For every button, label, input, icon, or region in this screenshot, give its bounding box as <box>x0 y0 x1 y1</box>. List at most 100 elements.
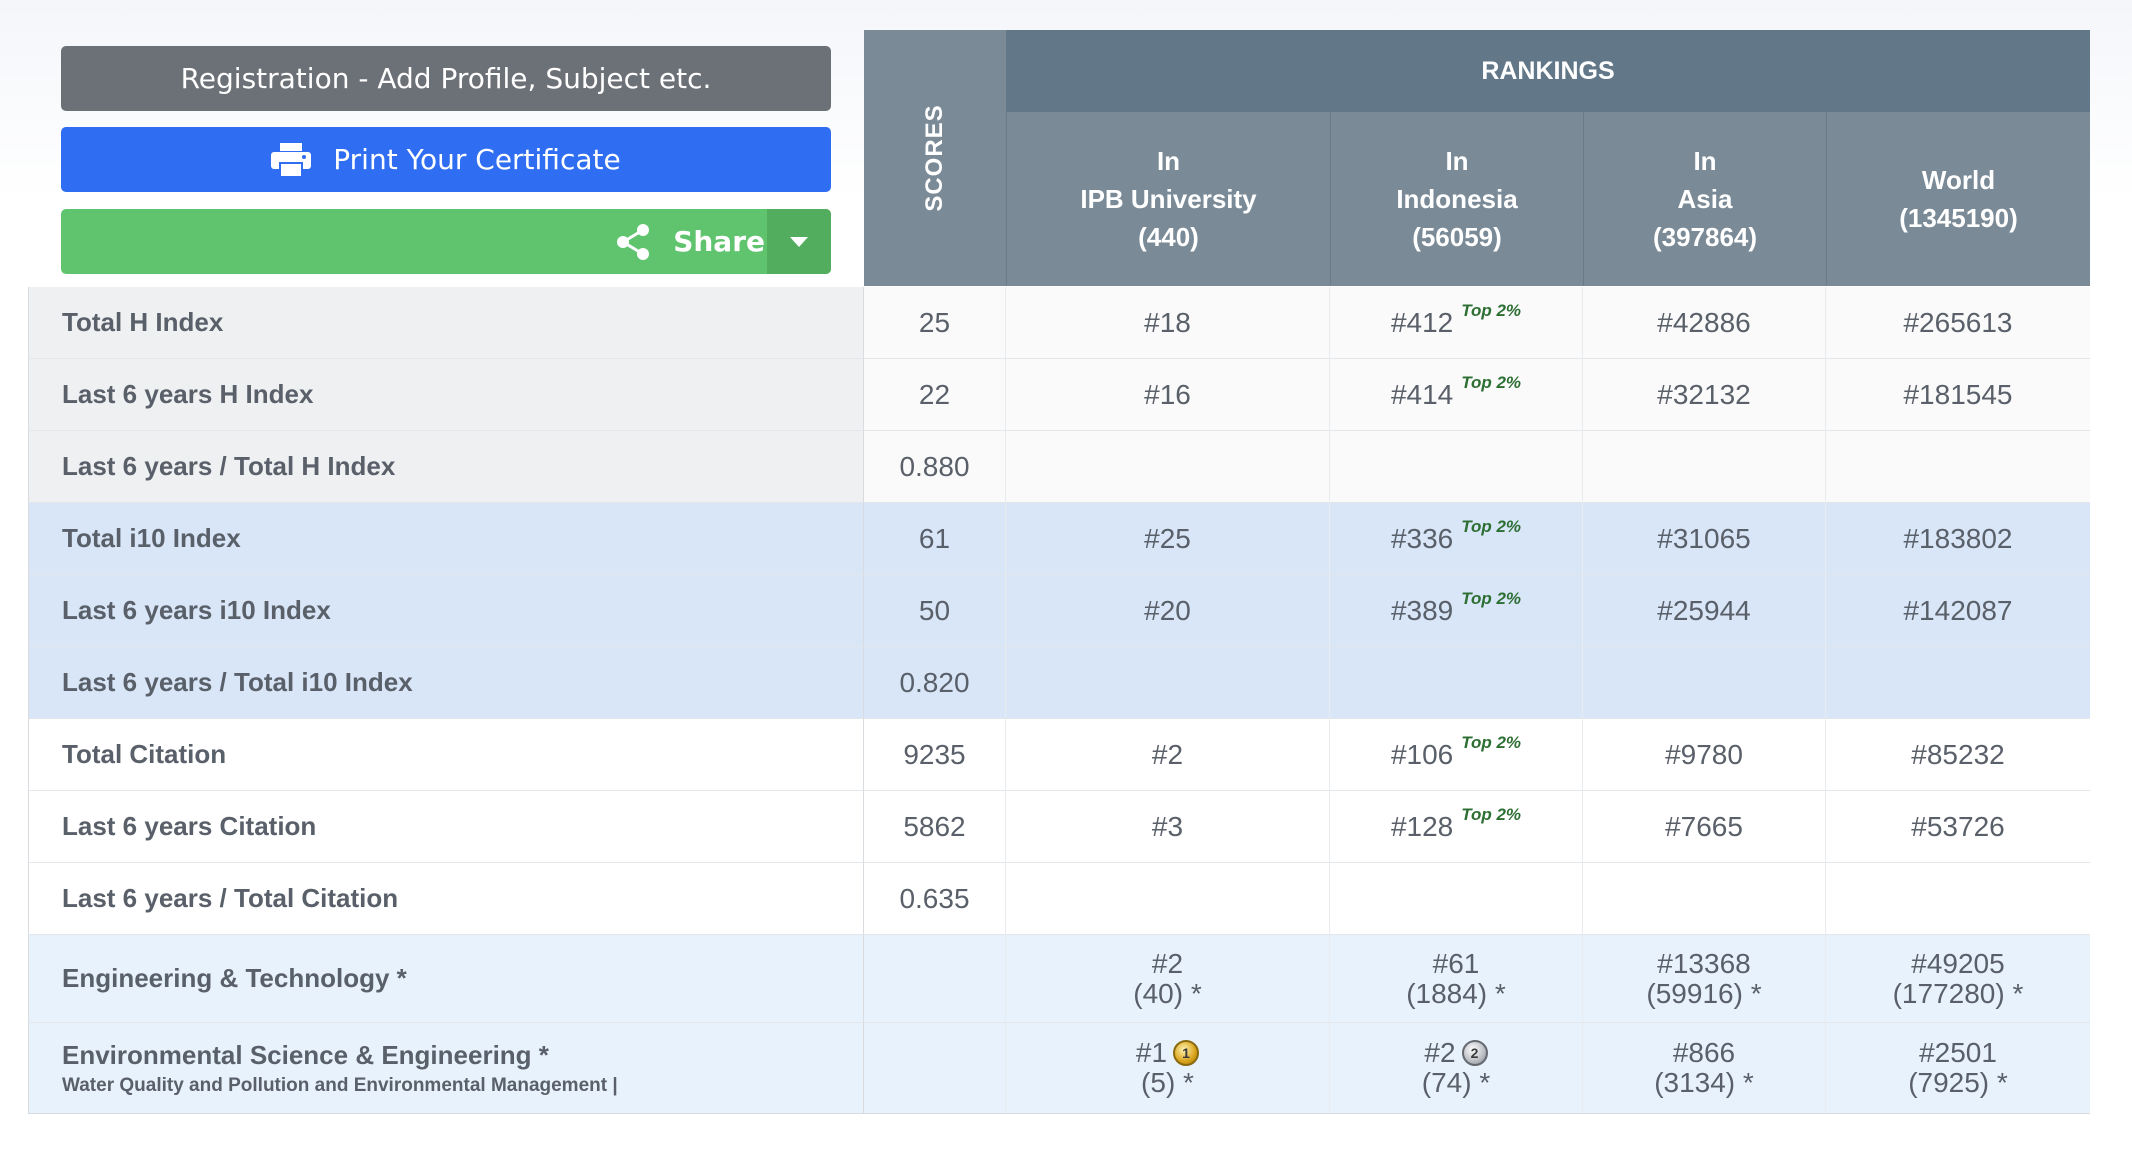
row-score: 25 <box>864 287 1006 359</box>
rank-indonesia: #336 Top 2% <box>1330 503 1583 575</box>
rank-indonesia <box>1330 647 1583 719</box>
rank-world <box>1826 647 2090 719</box>
row-score: 0.820 <box>864 647 1006 719</box>
rank-world: #85232 <box>1826 719 2090 791</box>
table-row: Last 6 years Citation 5862 #3 #128 Top 2%… <box>28 791 2090 863</box>
silver-medal-icon: 2 <box>1461 1039 1488 1066</box>
subject-rank-world: #2501 (7925) * <box>1826 1023 2090 1114</box>
header-indonesia: In Indonesia (56059) <box>1330 112 1583 286</box>
rank-world: #142087 <box>1826 575 2090 647</box>
registration-button[interactable]: Registration - Add Profile, Subject etc. <box>61 46 831 111</box>
table-row: Total Citation 9235 #2 #106 Top 2% #9780 … <box>28 719 2090 791</box>
rank-ipb <box>1006 647 1330 719</box>
top-badge: Top 2% <box>1461 516 1522 536</box>
rank-world: #183802 <box>1826 503 2090 575</box>
print-certificate-label: Print Your Certificate <box>333 143 621 176</box>
top-badge: Top 2% <box>1461 732 1522 752</box>
subject-rank-asia: #13368 (59916) * <box>1583 935 1826 1023</box>
rank-indonesia: #389 Top 2% <box>1330 575 1583 647</box>
rank-indonesia: #414 Top 2% <box>1330 359 1583 431</box>
registration-button-label: Registration - Add Profile, Subject etc. <box>180 62 712 95</box>
print-certificate-button[interactable]: Print Your Certificate <box>61 127 831 192</box>
share-dropdown-toggle[interactable] <box>767 209 831 274</box>
subject-row: Engineering & Technology * #2 (40) * #61(… <box>28 935 2090 1023</box>
rankings-header: RANKINGS <box>1006 30 2090 112</box>
row-score: 0.635 <box>864 863 1006 935</box>
row-label: Last 6 years / Total i10 Index <box>28 647 864 719</box>
rank-asia <box>1583 647 1826 719</box>
printer-icon <box>271 142 312 177</box>
table-bottom-border <box>28 1113 2090 1114</box>
rank-indonesia: #412 Top 2% <box>1330 287 1583 359</box>
top-badge: Top 2% <box>1461 588 1522 608</box>
rank-indonesia: #128 Top 2% <box>1330 791 1583 863</box>
table-row: Last 6 years / Total i10 Index 0.820 <box>28 647 2090 719</box>
rank-asia: #25944 <box>1583 575 1826 647</box>
subject-row: Environmental Science & Engineering * Wa… <box>28 1023 2090 1114</box>
rank-world: #53726 <box>1826 791 2090 863</box>
row-label: Total i10 Index <box>28 503 864 575</box>
rank-asia <box>1583 431 1826 503</box>
table-row: Last 6 years i10 Index 50 #20 #389 Top 2%… <box>28 575 2090 647</box>
subject-label[interactable]: Engineering & Technology * <box>28 935 864 1023</box>
table-row: Total H Index 25 #18 #412 Top 2% #42886 #… <box>28 287 2090 359</box>
subject-rank-indonesia: #61 (1884) * <box>1330 935 1583 1023</box>
rank-ipb: #16 <box>1006 359 1330 431</box>
row-label: Last 6 years / Total H Index <box>28 431 864 503</box>
subject-rank-ipb: #2 (40) * <box>1006 935 1330 1023</box>
header-world: World (1345190) <box>1826 112 2090 286</box>
rank-asia: #7665 <box>1583 791 1826 863</box>
rank-world <box>1826 863 2090 935</box>
subject-rank-world: #49205 (177280) * <box>1826 935 2090 1023</box>
subject-label-group: Environmental Science & Engineering * Wa… <box>28 1023 864 1114</box>
rank-world: #265613 <box>1826 287 2090 359</box>
header-ipb-university: In IPB University (440) <box>1006 112 1330 286</box>
rank-ipb: #20 <box>1006 575 1330 647</box>
table-row: Last 6 years H Index 22 #16 #414 Top 2% #… <box>28 359 2090 431</box>
subject-rank-asia: #866 (3134) * <box>1583 1023 1826 1114</box>
rank-asia: #31065 <box>1583 503 1826 575</box>
top-badge: Top 2% <box>1461 300 1522 320</box>
subject-rank-ipb: #1 1 (5) * <box>1006 1023 1330 1114</box>
share-icon <box>617 223 650 260</box>
rank-asia: #42886 <box>1583 287 1826 359</box>
table-row: Total i10 Index 61 #25 #336 Top 2% #31065… <box>28 503 2090 575</box>
row-score: 22 <box>864 359 1006 431</box>
gold-medal-icon: 1 <box>1173 1039 1200 1066</box>
subject-score <box>864 935 1006 1023</box>
rank-indonesia <box>1330 863 1583 935</box>
share-label: Share <box>673 225 765 258</box>
rank-ipb: #25 <box>1006 503 1330 575</box>
row-score: 50 <box>864 575 1006 647</box>
table-row: Last 6 years / Total Citation 0.635 <box>28 863 2090 935</box>
row-label: Last 6 years H Index <box>28 359 864 431</box>
scores-header: SCORES <box>864 30 1006 286</box>
table-row: Last 6 years / Total H Index 0.880 <box>28 431 2090 503</box>
row-label: Total H Index <box>28 287 864 359</box>
header-asia: In Asia (397864) <box>1583 112 1826 286</box>
rank-indonesia <box>1330 431 1583 503</box>
row-label: Last 6 years i10 Index <box>28 575 864 647</box>
row-score: 61 <box>864 503 1006 575</box>
share-button[interactable]: Share <box>61 209 831 274</box>
rank-indonesia: #106 Top 2% <box>1330 719 1583 791</box>
subject-label[interactable]: Environmental Science & Engineering * <box>62 1039 549 1070</box>
rank-asia: #32132 <box>1583 359 1826 431</box>
subject-rank-indonesia: #2 2 (74) * <box>1330 1023 1583 1114</box>
rank-ipb: #2 <box>1006 719 1330 791</box>
rank-ipb <box>1006 431 1330 503</box>
subject-score <box>864 1023 1006 1114</box>
top-badge: Top 2% <box>1461 804 1522 824</box>
rank-world: #181545 <box>1826 359 2090 431</box>
row-score: 0.880 <box>864 431 1006 503</box>
row-score: 5862 <box>864 791 1006 863</box>
rank-ipb <box>1006 863 1330 935</box>
rank-world <box>1826 431 2090 503</box>
top-badge: Top 2% <box>1461 372 1522 392</box>
row-label: Last 6 years / Total Citation <box>28 863 864 935</box>
caret-down-icon <box>790 236 808 247</box>
row-label: Total Citation <box>28 719 864 791</box>
row-score: 9235 <box>864 719 1006 791</box>
rank-ipb: #18 <box>1006 287 1330 359</box>
rank-asia: #9780 <box>1583 719 1826 791</box>
